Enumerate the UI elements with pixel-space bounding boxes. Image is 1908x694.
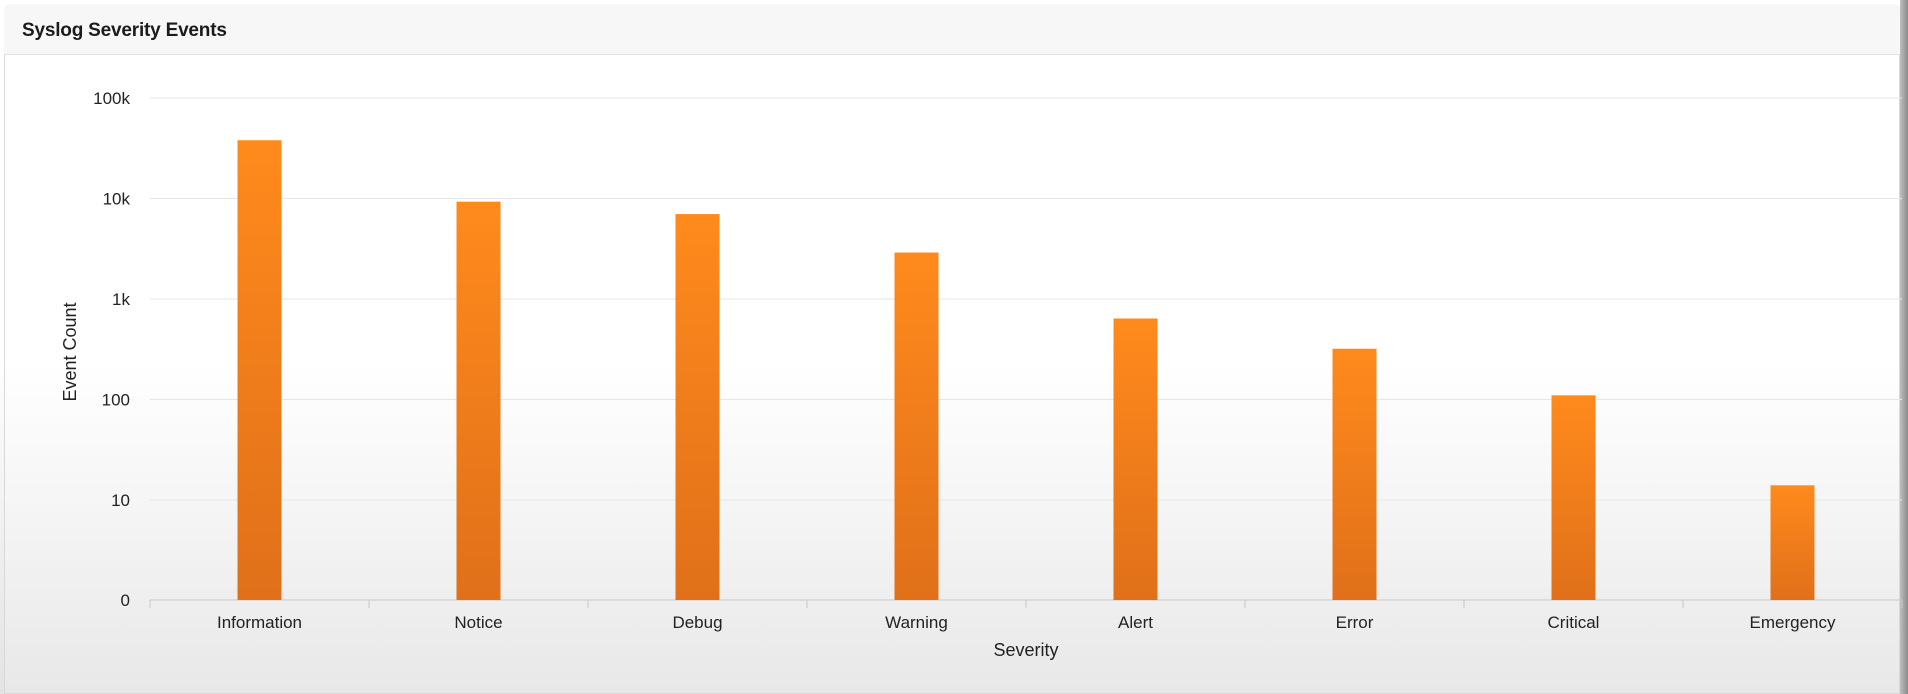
bar-information [237,140,282,600]
x-axis-title: Severity [993,640,1058,660]
x-tick-label: Error [1336,613,1374,632]
x-tick-label: Information [217,613,302,632]
x-tick-label: Notice [454,613,502,632]
y-tick-label: 100k [93,89,130,108]
y-tick-label: 10k [103,190,131,209]
x-tick-label: Warning [885,613,948,632]
x-tick-label: Alert [1118,613,1153,632]
bar-warning [894,252,939,601]
window-edge [1900,0,1908,694]
x-tick-label: Emergency [1750,613,1836,632]
panel-header: Syslog Severity Events [4,4,1900,55]
y-tick-label: 10 [111,491,130,510]
y-axis-title: Event Count [60,302,80,401]
bar-alert [1113,318,1158,600]
y-tick-label: 100 [102,391,130,410]
x-tick-label: Critical [1548,613,1600,632]
bar-debug [675,214,720,601]
bar-critical [1551,395,1596,600]
bar-error [1332,348,1377,600]
panel-title: Syslog Severity Events [22,20,227,41]
y-tick-label: 1k [112,290,130,309]
x-tick-label: Debug [672,613,722,632]
y-tick-label: 0 [121,591,130,610]
bar-notice [456,201,501,600]
chart-panel: Syslog Severity Events [4,4,1900,694]
bar-emergency [1770,485,1815,600]
